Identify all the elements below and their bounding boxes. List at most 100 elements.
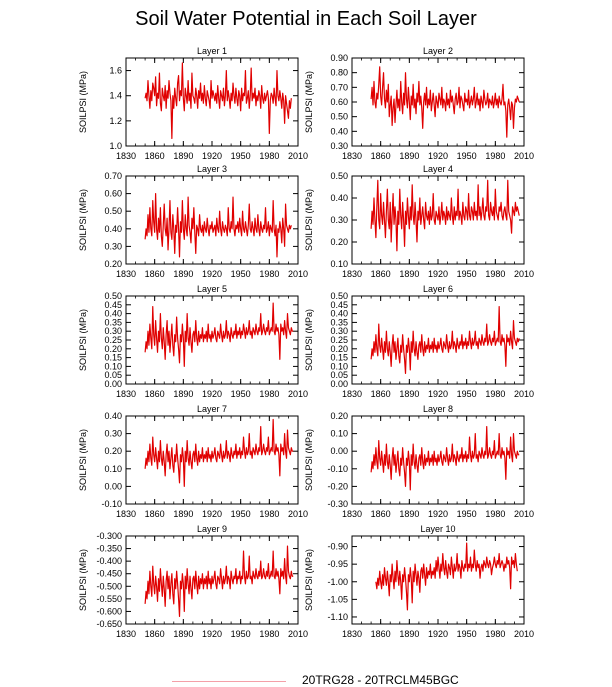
y-axis-label: SOILPSI (MPa) bbox=[78, 71, 88, 133]
panel-title: Layer 6 bbox=[423, 284, 453, 294]
y-tick-label: 0.00 bbox=[104, 379, 122, 389]
panel-layer-7: Layer 7 SOILPSI (MPa) 1830 1860 1890 1920 1950… bbox=[78, 404, 308, 519]
figure-title: Soil Water Potential in Each Soil Layer bbox=[135, 8, 477, 30]
panel-title: Layer 5 bbox=[197, 284, 227, 294]
x-tick-label: 2010 bbox=[288, 509, 308, 519]
x-tick-label: 1980 bbox=[485, 509, 505, 519]
y-tick-label: 0.15 bbox=[104, 353, 122, 363]
panel-layer-4: Layer 4 SOILPSI (MPa) 1830 1860 1890 1920 1950… bbox=[304, 164, 534, 279]
panel-layer-8: Layer 8 SOILPSI (MPa) 1830 1860 1890 1920 1950… bbox=[304, 404, 534, 519]
y-tick-label: -0.30 bbox=[327, 499, 348, 509]
y-axis-label: SOILPSI (MPa) bbox=[304, 429, 314, 491]
plot-frame bbox=[125, 57, 299, 147]
x-tick-label: 1980 bbox=[485, 269, 505, 279]
x-tick-label: 1920 bbox=[202, 509, 222, 519]
panel-title: Layer 3 bbox=[197, 164, 227, 174]
y-tick-label: 0.30 bbox=[330, 141, 348, 151]
y-tick-label: 0.10 bbox=[330, 429, 348, 439]
x-tick-label: 1830 bbox=[342, 269, 362, 279]
x-tick-label: 1950 bbox=[457, 389, 477, 399]
y-tick-label: 0.60 bbox=[104, 189, 122, 199]
x-tick-label: 1890 bbox=[399, 269, 419, 279]
y-axis-label: SOILPSI (MPa) bbox=[78, 189, 88, 251]
x-tick-label: 1890 bbox=[173, 389, 193, 399]
series-line bbox=[370, 66, 520, 138]
x-tick-label: 1980 bbox=[259, 389, 279, 399]
y-tick-label: -0.450 bbox=[96, 569, 122, 579]
x-tick-label: 1860 bbox=[371, 509, 391, 519]
x-tick-label: 1890 bbox=[173, 509, 193, 519]
y-tick-label: 0.40 bbox=[330, 309, 348, 319]
series-line bbox=[144, 302, 294, 367]
y-tick-label: -0.10 bbox=[327, 464, 348, 474]
x-tick-label: 1920 bbox=[202, 389, 222, 399]
x-tick-label: 1890 bbox=[399, 509, 419, 519]
y-axis-label: SOILPSI (MPa) bbox=[304, 309, 314, 371]
panel-title: Layer 4 bbox=[423, 164, 453, 174]
y-tick-label: 0.10 bbox=[104, 464, 122, 474]
panel-title: Layer 9 bbox=[197, 524, 227, 534]
panel-layer-9: Layer 9 SOILPSI (MPa) 1830 1860 1890 1920 1950… bbox=[78, 524, 308, 639]
x-tick-label: 2010 bbox=[514, 269, 534, 279]
y-tick-label: -0.95 bbox=[327, 559, 348, 569]
x-tick-label: 1920 bbox=[428, 389, 448, 399]
panel-layer-1: Layer 1 SOILPSI (MPa) 1830 1860 1890 1920 1950… bbox=[78, 46, 308, 161]
y-tick-label: -0.350 bbox=[96, 544, 122, 554]
x-tick-label: 1890 bbox=[399, 151, 419, 161]
y-tick-label: 0.00 bbox=[104, 481, 122, 491]
y-axis-label: SOILPSI (MPa) bbox=[304, 71, 314, 133]
y-tick-label: 0.40 bbox=[330, 126, 348, 136]
x-tick-label: 1830 bbox=[342, 151, 362, 161]
x-tick-label: 1980 bbox=[485, 151, 505, 161]
x-tick-label: 1980 bbox=[485, 629, 505, 639]
y-tick-label: 0.70 bbox=[104, 171, 122, 181]
y-tick-label: 1.6 bbox=[109, 66, 122, 76]
x-tick-label: 1830 bbox=[342, 629, 362, 639]
y-tick-label: -0.10 bbox=[101, 499, 122, 509]
y-tick-label: 0.00 bbox=[330, 446, 348, 456]
y-tick-label: 0.40 bbox=[104, 309, 122, 319]
y-tick-label: 0.40 bbox=[104, 224, 122, 234]
x-tick-label: 1860 bbox=[371, 269, 391, 279]
legend-label: 20TRG28 - 20TRCLM45BGC bbox=[302, 673, 459, 687]
panel-title: Layer 8 bbox=[423, 404, 453, 414]
x-tick-label: 2010 bbox=[514, 629, 534, 639]
x-tick-label: 1860 bbox=[145, 269, 165, 279]
x-tick-label: 1890 bbox=[173, 269, 193, 279]
y-tick-label: 0.20 bbox=[330, 237, 348, 247]
panel-title: Layer 2 bbox=[423, 46, 453, 56]
panel-title: Layer 1 bbox=[197, 46, 227, 56]
y-tick-label: 0.35 bbox=[104, 317, 122, 327]
series-line bbox=[370, 179, 520, 252]
series-line bbox=[370, 305, 520, 375]
x-tick-label: 1980 bbox=[259, 629, 279, 639]
y-tick-label: 1.0 bbox=[109, 141, 122, 151]
y-tick-label: 0.05 bbox=[104, 370, 122, 380]
y-tick-label: 0.50 bbox=[330, 171, 348, 181]
x-tick-label: 1830 bbox=[116, 269, 136, 279]
x-tick-label: 1950 bbox=[457, 509, 477, 519]
y-tick-label: 0.50 bbox=[330, 291, 348, 301]
x-tick-label: 2010 bbox=[288, 389, 308, 399]
x-tick-label: 1950 bbox=[457, 629, 477, 639]
x-tick-label: 1890 bbox=[399, 389, 419, 399]
x-tick-label: 1830 bbox=[116, 629, 136, 639]
y-tick-label: 0.35 bbox=[330, 317, 348, 327]
y-tick-label: 0.30 bbox=[330, 215, 348, 225]
x-tick-label: 1890 bbox=[173, 629, 193, 639]
y-tick-label: 0.60 bbox=[330, 97, 348, 107]
y-tick-label: 0.30 bbox=[104, 241, 122, 251]
x-tick-label: 1980 bbox=[485, 389, 505, 399]
x-tick-label: 1860 bbox=[371, 389, 391, 399]
x-tick-label: 1830 bbox=[342, 389, 362, 399]
x-tick-label: 1830 bbox=[116, 509, 136, 519]
x-tick-label: 1860 bbox=[145, 629, 165, 639]
y-tick-label: 0.20 bbox=[104, 446, 122, 456]
x-tick-label: 2010 bbox=[514, 389, 534, 399]
y-tick-label: -0.650 bbox=[96, 619, 122, 629]
y-axis-label: SOILPSI (MPa) bbox=[304, 549, 314, 611]
y-tick-label: -0.500 bbox=[96, 581, 122, 591]
x-tick-label: 1830 bbox=[116, 389, 136, 399]
y-tick-label: 0.30 bbox=[330, 326, 348, 336]
